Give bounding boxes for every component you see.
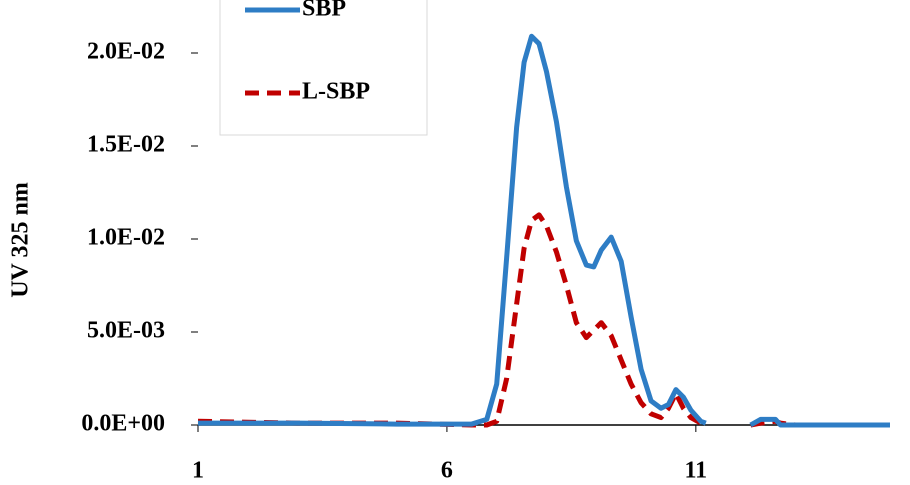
legend-box (219, 0, 428, 136)
x-tick-label: 11 (684, 458, 707, 481)
y-tick-label: 1.5E-02 (87, 132, 165, 158)
y-tick-label: 1.0E-02 (87, 225, 165, 251)
legend-label: SBP (302, 0, 346, 22)
x-tick-label: 6 (441, 458, 453, 481)
series-line (198, 33, 890, 428)
y-tick-label: 5.0E-03 (87, 318, 165, 344)
y-axis-title: UV 325 nm (8, 182, 34, 298)
y-tick-label: 2.0E-02 (87, 39, 165, 65)
series-line (197, 212, 890, 428)
y-tick-label: 0.0E+00 (81, 411, 165, 437)
x-tick-label: 1 (192, 458, 204, 481)
legend-label: L-SBP (302, 79, 370, 105)
